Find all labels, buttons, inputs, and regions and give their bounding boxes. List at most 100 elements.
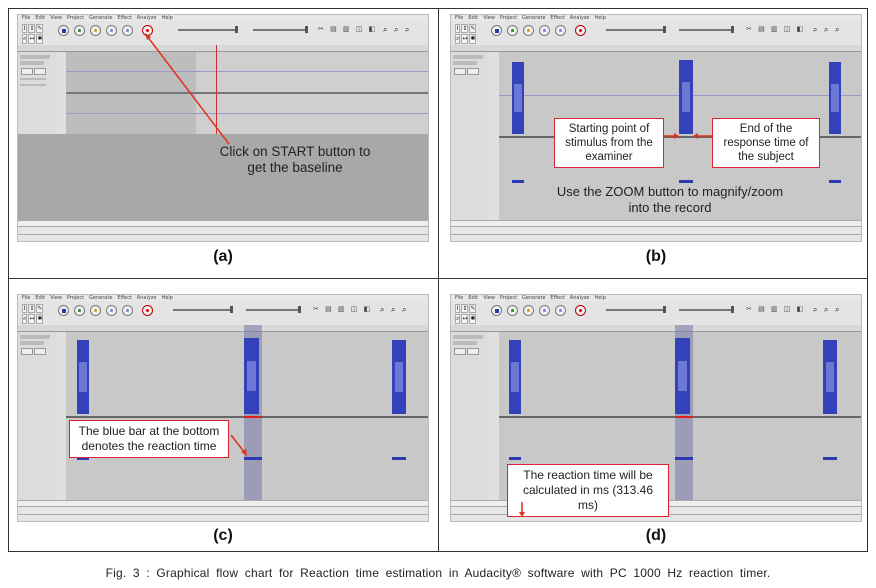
- menu-file[interactable]: File: [22, 295, 31, 301]
- stop-button[interactable]: [523, 25, 534, 36]
- menu-help[interactable]: Help: [594, 295, 606, 301]
- record-button[interactable]: [575, 305, 586, 316]
- skip-start-button[interactable]: [539, 25, 550, 36]
- mute-button[interactable]: [21, 348, 33, 355]
- record-button[interactable]: [575, 25, 586, 36]
- menu-analyze[interactable]: Analyze: [136, 295, 157, 301]
- solo-button[interactable]: [34, 348, 46, 355]
- timeline-ruler[interactable]: [451, 45, 861, 52]
- menu-help[interactable]: Help: [594, 15, 606, 21]
- output-volume-slider[interactable]: [606, 306, 666, 313]
- input-volume-slider[interactable]: [679, 306, 734, 313]
- menu-view[interactable]: View: [483, 295, 495, 301]
- menu-edit[interactable]: Edit: [35, 295, 46, 301]
- menu-analyze[interactable]: Analyze: [136, 15, 157, 21]
- zoom-toolbar[interactable]: ⌕ ⌕ ⌕: [813, 25, 842, 34]
- multi-tool-icon[interactable]: ✱: [469, 34, 477, 44]
- selection-tool-icon[interactable]: I: [455, 304, 461, 313]
- menu-project[interactable]: Project: [66, 15, 85, 21]
- mute-button[interactable]: [454, 348, 466, 355]
- draw-tool-icon[interactable]: ✎: [469, 24, 477, 33]
- menu-effect[interactable]: Effect: [117, 295, 132, 301]
- solo-button[interactable]: [467, 348, 479, 355]
- play-button[interactable]: [507, 305, 518, 316]
- timeshift-tool-icon[interactable]: ↔: [461, 314, 469, 324]
- menu-help[interactable]: Help: [161, 295, 173, 301]
- pause-button[interactable]: [58, 305, 69, 316]
- zoom-toolbar[interactable]: ⌕ ⌕ ⌕: [813, 305, 842, 314]
- edit-toolbar[interactable]: ✂ ▤ ▥ ◫ ◧: [746, 305, 806, 313]
- track-control-panel[interactable]: [451, 52, 490, 220]
- draw-tool-icon[interactable]: ✎: [36, 24, 44, 33]
- selection-tool-icon[interactable]: I: [22, 304, 28, 313]
- solo-button[interactable]: [467, 68, 479, 75]
- menu-project[interactable]: Project: [499, 295, 518, 301]
- menu-help[interactable]: Help: [161, 15, 173, 21]
- zoom-tool-icon[interactable]: ⌕: [455, 314, 461, 324]
- menu-edit[interactable]: Edit: [468, 295, 479, 301]
- envelope-tool-icon[interactable]: ↕: [28, 24, 36, 33]
- menu-edit[interactable]: Edit: [35, 15, 46, 21]
- envelope-tool-icon[interactable]: ↕: [461, 24, 469, 33]
- menu-file[interactable]: File: [22, 15, 31, 21]
- menu-view[interactable]: View: [483, 15, 495, 21]
- record-button[interactable]: [142, 305, 153, 316]
- timeshift-tool-icon[interactable]: ↔: [461, 34, 469, 44]
- output-volume-slider[interactable]: [606, 26, 666, 33]
- skip-end-button[interactable]: [122, 25, 133, 36]
- timeline-ruler[interactable]: [451, 325, 861, 332]
- mute-button[interactable]: [21, 68, 33, 75]
- zoom-toolbar[interactable]: ⌕ ⌕ ⌕: [380, 305, 409, 314]
- pause-button[interactable]: [58, 25, 69, 36]
- envelope-tool-icon[interactable]: ↕: [461, 304, 469, 313]
- menu-view[interactable]: View: [50, 15, 62, 21]
- skip-start-button[interactable]: [539, 305, 550, 316]
- play-button[interactable]: [74, 25, 85, 36]
- skip-end-button[interactable]: [555, 305, 566, 316]
- multi-tool-icon[interactable]: ✱: [36, 314, 44, 324]
- timeshift-tool-icon[interactable]: ↔: [28, 34, 36, 44]
- menu-project[interactable]: Project: [499, 15, 518, 21]
- menu-file[interactable]: File: [455, 295, 464, 301]
- zoom-tool-icon[interactable]: ⌕: [22, 34, 28, 44]
- skip-end-button[interactable]: [555, 25, 566, 36]
- multi-tool-icon[interactable]: ✱: [36, 34, 44, 44]
- draw-tool-icon[interactable]: ✎: [36, 304, 44, 313]
- selection-tool-icon[interactable]: I: [455, 24, 461, 33]
- zoom-toolbar[interactable]: ⌕ ⌕ ⌕: [383, 25, 412, 34]
- menu-edit[interactable]: Edit: [468, 15, 479, 21]
- input-volume-slider[interactable]: [246, 306, 301, 313]
- skip-start-button[interactable]: [106, 25, 117, 36]
- mute-button[interactable]: [454, 68, 466, 75]
- timeshift-tool-icon[interactable]: ↔: [28, 314, 36, 324]
- zoom-tool-icon[interactable]: ⌕: [455, 34, 461, 44]
- zoom-tool-icon[interactable]: ⌕: [22, 314, 28, 324]
- output-volume-slider[interactable]: [173, 306, 233, 313]
- play-button[interactable]: [507, 25, 518, 36]
- timeline-ruler[interactable]: [18, 45, 428, 52]
- edit-toolbar[interactable]: ✂ ▤ ▥ ◫ ◧: [746, 25, 806, 33]
- skip-end-button[interactable]: [122, 305, 133, 316]
- menu-file[interactable]: File: [455, 15, 464, 21]
- draw-tool-icon[interactable]: ✎: [469, 304, 477, 313]
- menu-project[interactable]: Project: [66, 295, 85, 301]
- pause-button[interactable]: [491, 25, 502, 36]
- horizontal-scrollbar[interactable]: [18, 500, 428, 507]
- envelope-tool-icon[interactable]: ↕: [28, 304, 36, 313]
- edit-toolbar[interactable]: ✂ ▤ ▥ ◫ ◧: [318, 25, 378, 33]
- track-control-panel[interactable]: [18, 52, 57, 147]
- stop-button[interactable]: [90, 25, 101, 36]
- menu-generate[interactable]: Generate: [89, 295, 113, 301]
- horizontal-scrollbar[interactable]: [451, 220, 861, 227]
- selection-tool-icon[interactable]: I: [22, 24, 28, 33]
- input-volume-slider[interactable]: [253, 26, 308, 33]
- menu-analyze[interactable]: Analyze: [569, 295, 590, 301]
- menu-effect[interactable]: Effect: [117, 15, 132, 21]
- pause-button[interactable]: [491, 305, 502, 316]
- stop-button[interactable]: [90, 305, 101, 316]
- output-volume-slider[interactable]: [178, 26, 238, 33]
- stop-button[interactable]: [523, 305, 534, 316]
- edit-toolbar[interactable]: ✂ ▤ ▥ ◫ ◧: [313, 305, 373, 313]
- timeline-ruler[interactable]: [18, 325, 428, 332]
- menu-generate[interactable]: Generate: [522, 295, 546, 301]
